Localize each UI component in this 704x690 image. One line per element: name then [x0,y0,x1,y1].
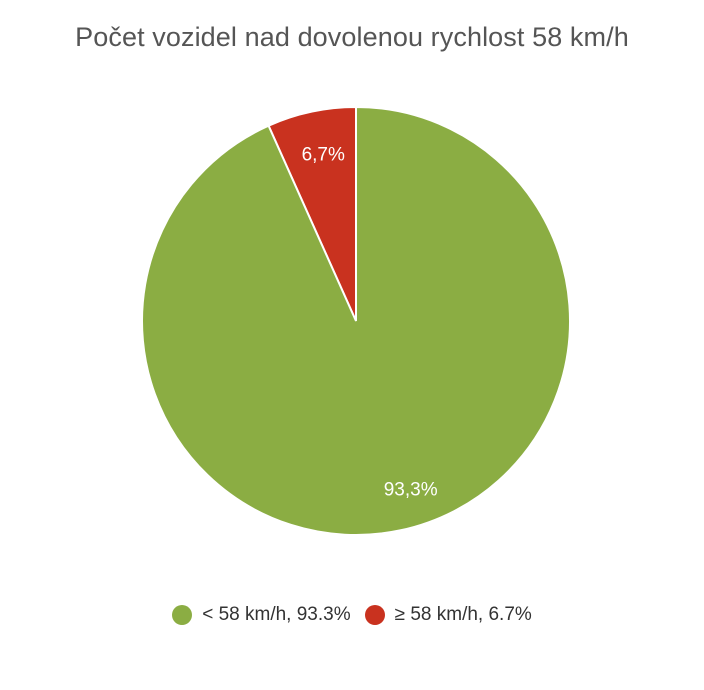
slice-data-label-1: 93,3% [384,480,438,501]
legend-marker [172,605,193,625]
legend-marker [364,605,385,625]
chart-title: Počet vozidel nad dovolenou rychlost 58 … [75,22,629,52]
legend: < 58 km/h, 93.3% ≥ 58 km/h, 6.7% [0,604,704,626]
pie-slice-1[interactable] [141,105,571,536]
legend-label: < 58 km/h, 93.3% [202,604,351,625]
legend-item-0[interactable]: ≥ 58 km/h, 6.7% [364,604,532,626]
legend-item-1[interactable]: < 58 km/h, 93.3% [172,604,351,626]
legend-label: ≥ 58 km/h, 6.7% [394,604,532,625]
slice-data-label-0: 6,7% [302,145,345,166]
